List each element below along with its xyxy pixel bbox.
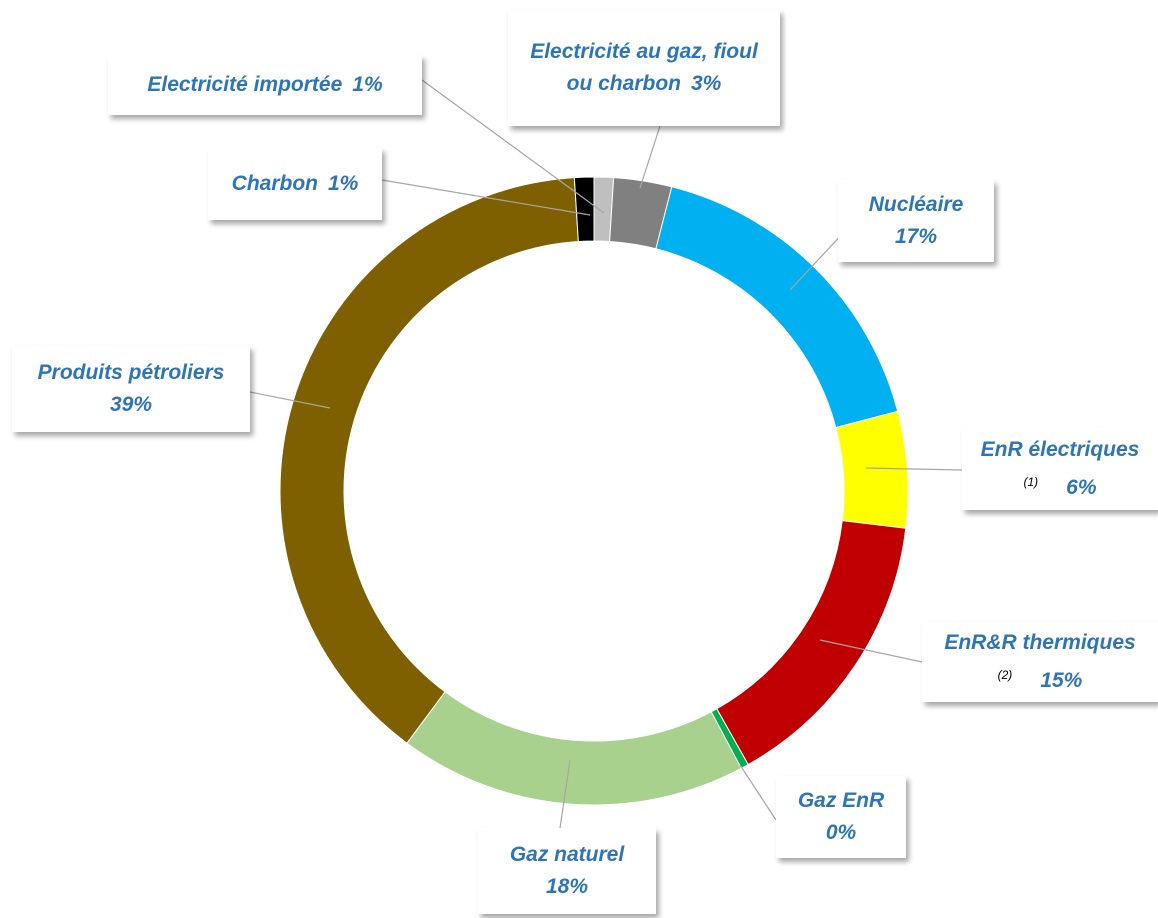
leader-line (421, 79, 605, 214)
value-label: 1% (327, 172, 359, 195)
data-label: EnR électriques (1) 6% (962, 428, 1158, 510)
value-label: 15% (1040, 669, 1083, 692)
label-content: Electricité importée 1% (147, 69, 382, 101)
data-label: Charbon 1% (208, 148, 382, 220)
label-content: Charbon 1% (232, 168, 359, 200)
category-label: Produits pétroliers (37, 361, 225, 384)
value-label: 0% (825, 821, 857, 844)
category-label: Nucléaire (868, 193, 964, 216)
label-content: Nucléaire 17% (869, 189, 964, 253)
value-label: 17% (894, 225, 938, 248)
value-label: 1% (352, 73, 383, 96)
label-content: EnR&R thermiques (2) 15% (944, 627, 1135, 697)
leader-line (559, 759, 571, 829)
data-label: Produits pétroliers 39% (12, 346, 250, 432)
category-label: Gaz EnR (797, 789, 885, 812)
data-label: Gaz naturel 18% (478, 828, 656, 914)
footnote-mark: (1) (1023, 475, 1039, 489)
category-label: Gaz naturel (509, 843, 625, 866)
category-label: EnR électriques (980, 438, 1140, 461)
value-label: 39% (109, 393, 152, 416)
leader-line (739, 764, 777, 821)
category-label: Electricité au gaz, fioul ou charbon (530, 40, 758, 95)
donut-slice (835, 410, 909, 529)
data-label: Nucléaire 17% (838, 180, 994, 262)
donut-slice (406, 691, 742, 806)
category-label: EnR&R thermiques (944, 631, 1136, 654)
leader-line (639, 125, 661, 189)
category-label: Charbon (231, 172, 318, 195)
donut-slice (573, 176, 595, 243)
label-content: Electricité au gaz, fioul ou charbon 3% (518, 36, 770, 100)
label-content: Gaz EnR 0% (798, 785, 884, 849)
value-label: 6% (1066, 476, 1097, 499)
data-label: Gaz EnR 0% (776, 776, 906, 858)
data-label: EnR&R thermiques (2) 15% (922, 622, 1158, 702)
leader-line (819, 639, 923, 663)
value-label: 18% (545, 875, 589, 898)
data-label: Electricité au gaz, fioul ou charbon 3% (508, 10, 780, 126)
leader-line (249, 391, 331, 409)
label-content: Produits pétroliers 39% (38, 357, 225, 421)
data-label: Electricité importée 1% (108, 55, 422, 115)
leader-line (381, 179, 591, 216)
leader-line (865, 467, 963, 471)
label-content: EnR électriques (1) 6% (981, 434, 1140, 504)
value-label: 3% (690, 72, 722, 95)
label-content: Gaz naturel 18% (510, 839, 624, 903)
footnote-mark: (2) (997, 668, 1013, 682)
donut-slice (716, 520, 907, 766)
donut-slice (279, 177, 579, 744)
category-label: Electricité importée (147, 73, 343, 96)
